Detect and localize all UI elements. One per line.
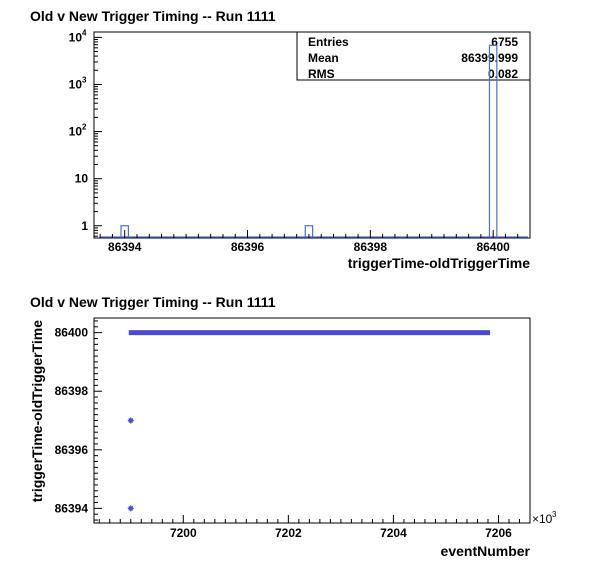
scatter-x-multiplier-exponent: 3	[552, 510, 557, 519]
scatter-tick-marks	[94, 320, 531, 523]
histogram-y-tick-exponent: 4	[82, 28, 87, 37]
stats-label-rms: RMS	[308, 67, 335, 81]
histogram-y-tick-label: 10	[69, 77, 83, 91]
histogram-x-tick-label: 86398	[354, 240, 388, 254]
scatter-y-axis-label: triggerTime-oldTriggerTime	[29, 320, 45, 503]
histogram-y-tick-label: 1	[81, 219, 88, 233]
scatter-y-tick-label: 86400	[55, 326, 89, 340]
scatter-x-tick-label: 7204	[380, 526, 407, 540]
histogram-y-tick-label: 10	[69, 125, 83, 139]
scatter-x-tick-label: 7202	[275, 526, 302, 540]
scatter-x-axis-label: eventNumber	[441, 543, 531, 559]
histogram-x-ticks: 86394 86396 86398 86400	[108, 240, 510, 254]
stats-value-rms: 0.082	[488, 67, 518, 81]
scatter-y-tick-label: 86396	[55, 443, 89, 457]
scatter-frame	[93, 317, 531, 524]
histogram-y-ticks: 1 10 10 10 10 2 3 4	[69, 28, 89, 232]
scatter-point	[127, 417, 134, 424]
scatter-y-tick-label: 86398	[55, 384, 89, 398]
scatter-band	[128, 330, 490, 336]
histogram-x-axis-label: triggerTime-oldTriggerTime	[348, 255, 531, 271]
histogram-y-tick-label: 10	[69, 30, 83, 44]
stats-box-frame	[296, 31, 531, 81]
histogram-tick-marks	[94, 36, 531, 238]
scatter-x-tick-label: 7200	[170, 526, 197, 540]
histogram-x-tick-label: 86400	[476, 240, 510, 254]
histogram-x-tick-label: 86394	[108, 240, 142, 254]
scatter-points	[127, 330, 490, 512]
scatter-panel: Old v New Trigger Timing -- Run 1111 720…	[29, 294, 557, 559]
scatter-point	[127, 505, 134, 512]
stats-label-entries: Entries	[308, 35, 349, 49]
scatter-x-multiplier: ×10	[532, 512, 553, 526]
stats-box: Entries Mean RMS 6755 86399.999 0.082	[296, 31, 531, 81]
histogram-y-tick-exponent: 2	[82, 123, 87, 132]
histogram-y-tick-exponent: 3	[82, 75, 87, 84]
scatter-title: Old v New Trigger Timing -- Run 1111	[30, 294, 276, 310]
histogram-y-tick-label: 10	[75, 172, 89, 186]
scatter-x-ticks: 7200 7202 7204 7206	[170, 526, 512, 540]
histogram-x-tick-label: 86396	[231, 240, 265, 254]
scatter-y-ticks: 86394 86396 86398 86400	[55, 326, 89, 516]
stats-value-entries: 6755	[491, 35, 518, 49]
stats-label-mean: Mean	[308, 51, 339, 65]
histogram-title: Old v New Trigger Timing -- Run 1111	[30, 8, 276, 24]
scatter-y-tick-label: 86394	[55, 501, 89, 515]
histogram-panel: Old v New Trigger Timing -- Run 1111 Ent…	[30, 8, 531, 271]
scatter-x-tick-label: 7206	[485, 526, 512, 540]
